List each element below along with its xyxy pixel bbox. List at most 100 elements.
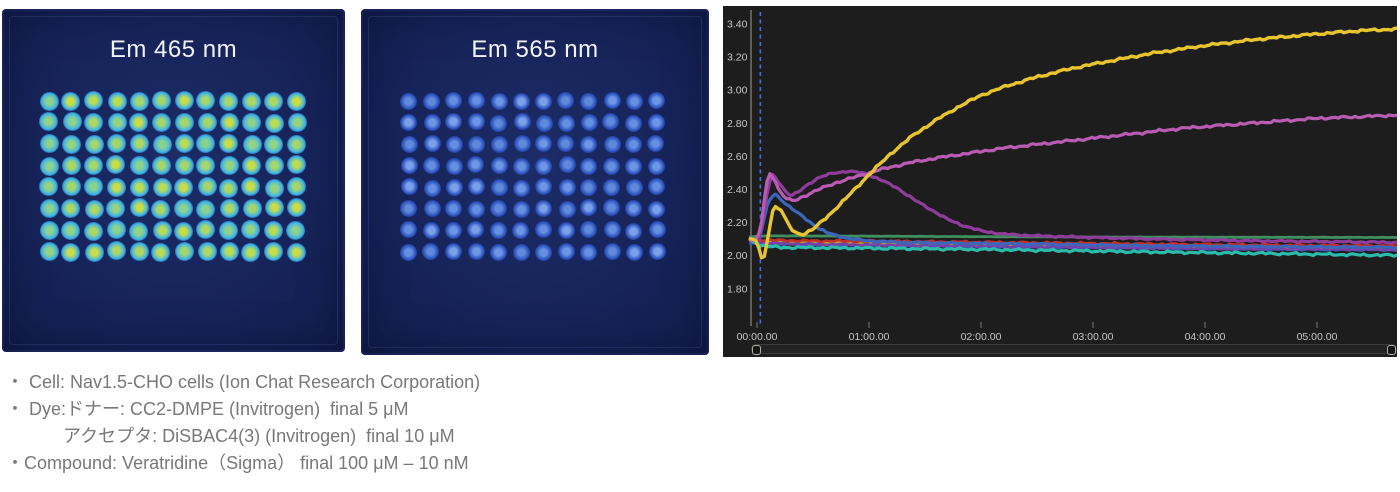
well-B5: [490, 114, 508, 132]
well-G6: [152, 220, 172, 240]
y-tick-label: 3.00: [727, 85, 748, 97]
well-C11: [264, 135, 284, 155]
well-C5: [130, 134, 150, 154]
well-G1: [40, 221, 60, 241]
well-A6: [513, 93, 531, 111]
well-D5: [129, 155, 149, 175]
well-D12: [648, 157, 666, 175]
well-C2: [423, 134, 441, 152]
well-E10: [241, 176, 261, 196]
well-D1: [401, 157, 419, 175]
well-G9: [218, 220, 238, 240]
well-H8: [558, 243, 576, 261]
well-B6: [513, 113, 531, 131]
well-H5: [129, 242, 149, 262]
well-A10: [603, 91, 621, 109]
y-tick-label: 2.40: [727, 184, 748, 196]
well-C7: [534, 134, 552, 152]
scrollbar-right-handle[interactable]: [1387, 345, 1396, 355]
well-G10: [241, 220, 261, 240]
x-tick-label: 00:00.00: [737, 331, 778, 343]
well-A1: [399, 92, 417, 110]
y-tick-label: 2.60: [727, 151, 748, 163]
well-G4: [107, 220, 127, 240]
well-H1: [400, 244, 418, 262]
well-B8: [557, 114, 575, 132]
well-A11: [264, 91, 284, 111]
well-C2: [61, 135, 81, 155]
well-E10: [603, 178, 621, 196]
plate-em565-title: Em 565 nm: [471, 36, 599, 63]
well-C3: [445, 136, 463, 154]
well-H6: [151, 242, 171, 262]
well-E9: [219, 178, 239, 198]
well-C1: [400, 135, 418, 153]
well-G7: [174, 221, 194, 241]
well-E2: [423, 179, 441, 197]
well-A4: [107, 92, 127, 112]
well-A2: [422, 93, 440, 111]
well-C10: [603, 135, 621, 153]
well-F2: [423, 199, 441, 217]
well-F1: [400, 199, 418, 217]
chart-time-scrollbar[interactable]: [751, 344, 1397, 355]
well-E3: [83, 176, 103, 196]
well-F2: [61, 198, 81, 218]
well-C8: [196, 133, 216, 153]
well-H10: [241, 242, 261, 262]
well-F8: [196, 200, 216, 220]
well-D9: [219, 155, 239, 175]
y-tick-label: 2.00: [727, 250, 748, 262]
well-E1: [400, 177, 418, 195]
well-G11: [624, 222, 642, 240]
series-trace-blue: [748, 192, 1397, 250]
well-A5: [490, 93, 508, 111]
well-C9: [219, 133, 239, 153]
well-G3: [83, 221, 103, 241]
well-D12: [286, 155, 306, 175]
well-F3: [444, 200, 462, 217]
well-F11: [624, 200, 642, 218]
well-G5: [129, 221, 149, 241]
well-G11: [263, 221, 283, 241]
well-F12: [286, 198, 306, 218]
well-G1: [400, 221, 418, 239]
well-D7: [174, 156, 194, 176]
well-G5: [490, 222, 508, 240]
well-E7: [534, 178, 552, 196]
well-D3: [446, 158, 464, 176]
well-E9: [579, 178, 597, 196]
well-H12: [648, 243, 666, 261]
well-G7: [535, 221, 553, 239]
well-C5: [491, 136, 509, 154]
well-A4: [467, 91, 485, 109]
scrollbar-left-handle[interactable]: [752, 345, 761, 355]
well-A8: [196, 91, 216, 111]
well-C9: [580, 136, 598, 154]
well-D4: [467, 156, 485, 174]
well-B9: [581, 114, 599, 132]
well-E7: [173, 178, 193, 198]
well-H1: [39, 241, 59, 261]
y-tick-label: 2.80: [727, 118, 748, 130]
well-E11: [626, 179, 644, 197]
well-G2: [423, 221, 441, 239]
well-B3: [83, 112, 103, 132]
well-D10: [602, 157, 620, 175]
y-tick-label: 3.40: [727, 19, 748, 31]
well-E5: [490, 178, 508, 196]
well-B8: [197, 112, 217, 132]
well-D8: [558, 156, 576, 174]
series-trace-purple: [748, 169, 1397, 245]
well-F9: [220, 199, 240, 218]
well-E2: [62, 177, 82, 197]
well-E5: [130, 178, 150, 198]
chart-plot-area: 3.40 3.20 3.00 2.80 2.60 2.40 2.20 2.00 1.80 00:0…: [727, 10, 1397, 343]
well-D11: [264, 156, 284, 176]
well-G6: [512, 221, 530, 239]
well-B4: [468, 113, 486, 131]
well-B10: [602, 113, 620, 131]
well-B10: [241, 112, 261, 132]
note-dye-donor: ・ Dye:ドナー: CC2-DMPE (Invitrogen) final 5…: [6, 399, 409, 419]
well-A3: [445, 92, 463, 110]
